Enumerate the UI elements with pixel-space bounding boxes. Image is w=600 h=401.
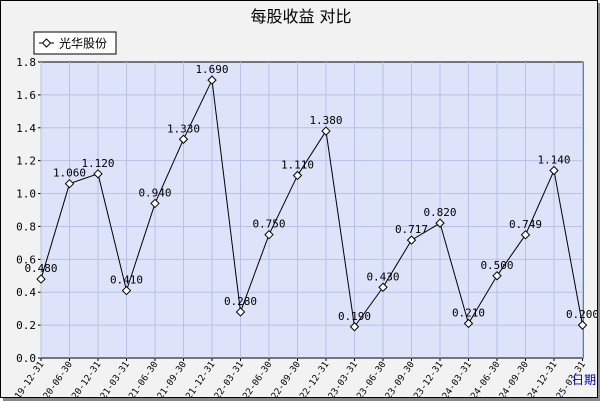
y-tick-label: 0.4 — [16, 286, 36, 299]
y-tick-label: 1.2 — [16, 155, 36, 168]
data-point-marker[interactable] — [378, 282, 388, 292]
data-label: 1.060 — [53, 167, 86, 180]
series-line — [40, 78, 583, 329]
legend-diamond-marker — [41, 38, 52, 48]
x-tick-label: 2019-12-31 — [7, 360, 46, 397]
data-label: 1.330 — [167, 122, 200, 135]
data-label: 0.200 — [566, 308, 597, 321]
data-label: 1.120 — [81, 157, 114, 170]
data-label: 0.190 — [338, 310, 371, 323]
data-label: 0.940 — [138, 186, 171, 199]
data-point-marker[interactable] — [36, 274, 46, 284]
data-point-marker[interactable] — [178, 134, 189, 144]
data-label: 0.750 — [252, 218, 285, 231]
data-label: 0.749 — [509, 218, 542, 231]
data-label: 1.110 — [281, 158, 314, 171]
chart-title: 每股收益 对比 — [250, 7, 351, 26]
data-point-marker[interactable] — [492, 271, 502, 281]
data-label: 0.210 — [452, 306, 485, 319]
plot-area — [40, 61, 584, 359]
data-point-marker[interactable] — [520, 230, 531, 240]
y-tick-label: 0.8 — [16, 220, 36, 233]
legend: 光华股份 — [33, 31, 117, 55]
data-point-marker[interactable] — [406, 235, 417, 245]
y-tick-label: 0.2 — [16, 319, 36, 332]
data-point-marker[interactable] — [321, 126, 331, 136]
data-point-marker[interactable] — [121, 285, 132, 296]
y-tick-label: 1.4 — [16, 122, 36, 135]
data-label: 0.280 — [224, 295, 257, 308]
y-tick-label: 1.6 — [16, 89, 36, 102]
legend-series-name: 光华股份 — [59, 37, 107, 51]
data-point-marker[interactable] — [463, 318, 474, 329]
data-label: 0.717 — [395, 223, 428, 236]
data-point-marker[interactable] — [64, 178, 75, 189]
data-label: 0.410 — [110, 274, 143, 287]
data-point-marker[interactable] — [150, 198, 160, 209]
data-point-marker[interactable] — [93, 169, 103, 179]
data-label: 1.140 — [537, 154, 570, 167]
data-point-marker[interactable] — [264, 229, 274, 240]
y-tick-label: 1.8 — [16, 56, 36, 69]
data-point-marker[interactable] — [292, 170, 303, 181]
data-point-marker[interactable] — [349, 322, 360, 332]
data-label: 0.820 — [423, 206, 456, 219]
data-point-marker[interactable] — [207, 75, 217, 85]
y-tick-label: 0.6 — [16, 253, 36, 266]
x-axis-end-label: 日期 — [572, 373, 596, 387]
data-point-marker[interactable] — [549, 165, 559, 176]
y-tick-label: 0.0 — [16, 352, 36, 365]
data-label: 1.690 — [195, 63, 228, 76]
data-label: 0.430 — [366, 270, 399, 283]
legend-box — [33, 31, 117, 55]
data-label: 1.380 — [309, 114, 342, 127]
data-label: 0.480 — [24, 262, 57, 275]
y-tick-label: 1.0 — [16, 188, 36, 201]
data-label: 0.500 — [480, 259, 513, 272]
data-point-marker[interactable] — [577, 320, 588, 330]
data-point-marker[interactable] — [435, 218, 445, 228]
data-point-marker[interactable] — [235, 307, 246, 317]
